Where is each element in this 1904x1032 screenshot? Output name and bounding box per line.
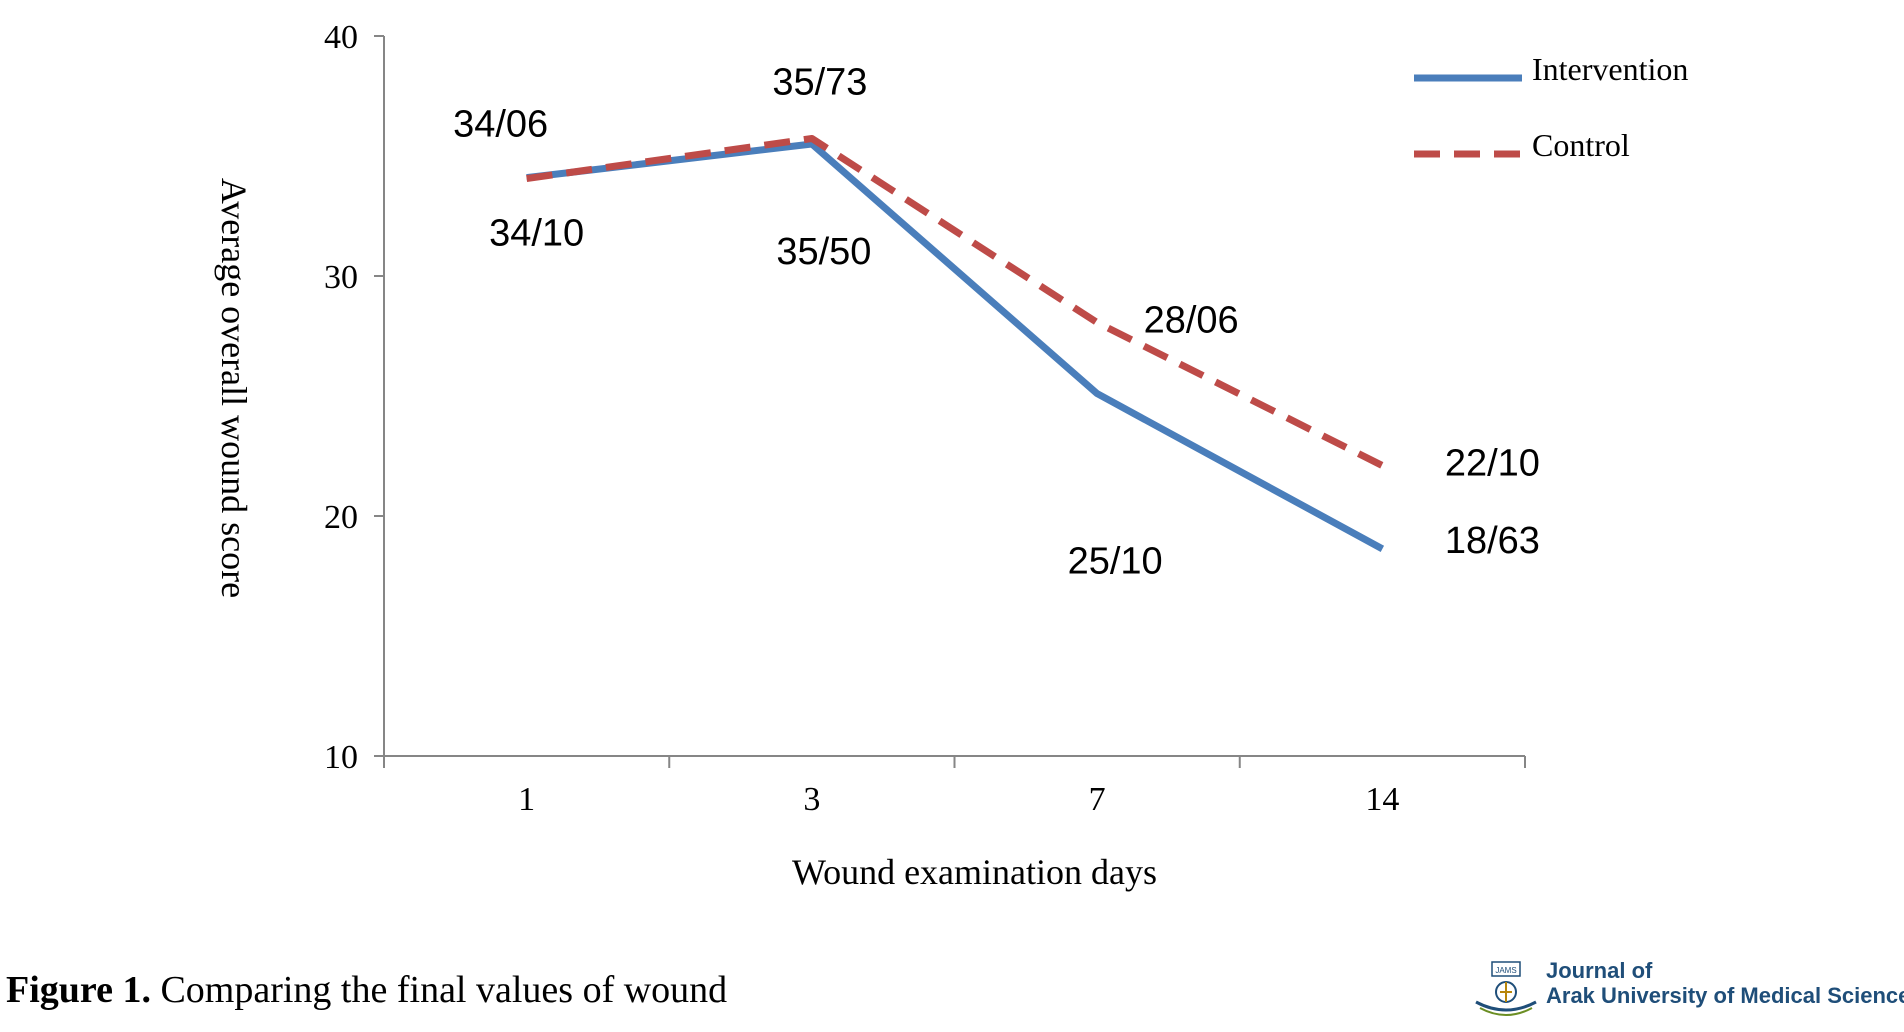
y-tick-label: 40 [324,19,358,56]
data-label-control: 22/10 [1445,443,1540,485]
axes: 10 20 30 40 1 3 7 14 Wound examination days Avera… [214,19,1526,892]
data-label-intervention: 34/10 [489,213,584,255]
data-label-control: 34/06 [453,104,548,146]
figure-caption-text: Comparing the final values of wound [150,969,728,1011]
data-label-intervention: 18/63 [1445,520,1540,562]
y-axis-title: Average overall wound score [214,178,254,598]
data-label-control: 28/06 [1144,300,1239,342]
data-label-intervention: 25/10 [1068,541,1163,583]
data-label-intervention: 35/50 [776,231,871,273]
x-tick-label: 3 [803,781,820,818]
x-tick-label: 14 [1365,781,1399,818]
journal-logo: JAMS Journal of Arak University of Medic… [1470,958,1904,1022]
legend-label-intervention: Intervention [1532,51,1688,87]
logo-badge: JAMS [1495,966,1516,975]
journal-name-line2: Arak University of Medical Sciences [1546,983,1904,1008]
journal-emblem-icon: JAMS [1475,961,1537,1016]
x-axis-title: Wound examination days [792,852,1157,892]
figure-caption-label: Figure 1. [6,969,151,1011]
y-tick-label: 30 [324,259,358,296]
data-labels: 34/10 35/50 25/10 18/63 34/06 35/73 28/06 22/10 [453,61,1540,582]
series-line-control [526,134,1384,469]
series-lines [526,134,1385,552]
y-tick-label: 20 [324,499,358,536]
journal-name: Journal of Arak University of Medical Sc… [1546,958,1904,1008]
x-tick-label: 7 [1089,781,1106,818]
figure-caption: Figure 1. Comparing the final values of … [6,968,727,1012]
x-tick-label: 1 [518,781,535,818]
y-tick-label: 10 [324,739,358,776]
legend: Intervention Control [1414,51,1688,163]
series-line-intervention [526,140,1385,552]
data-label-control: 35/73 [772,61,867,103]
journal-name-line1: Journal of [1546,958,1653,983]
legend-label-control: Control [1532,127,1630,163]
